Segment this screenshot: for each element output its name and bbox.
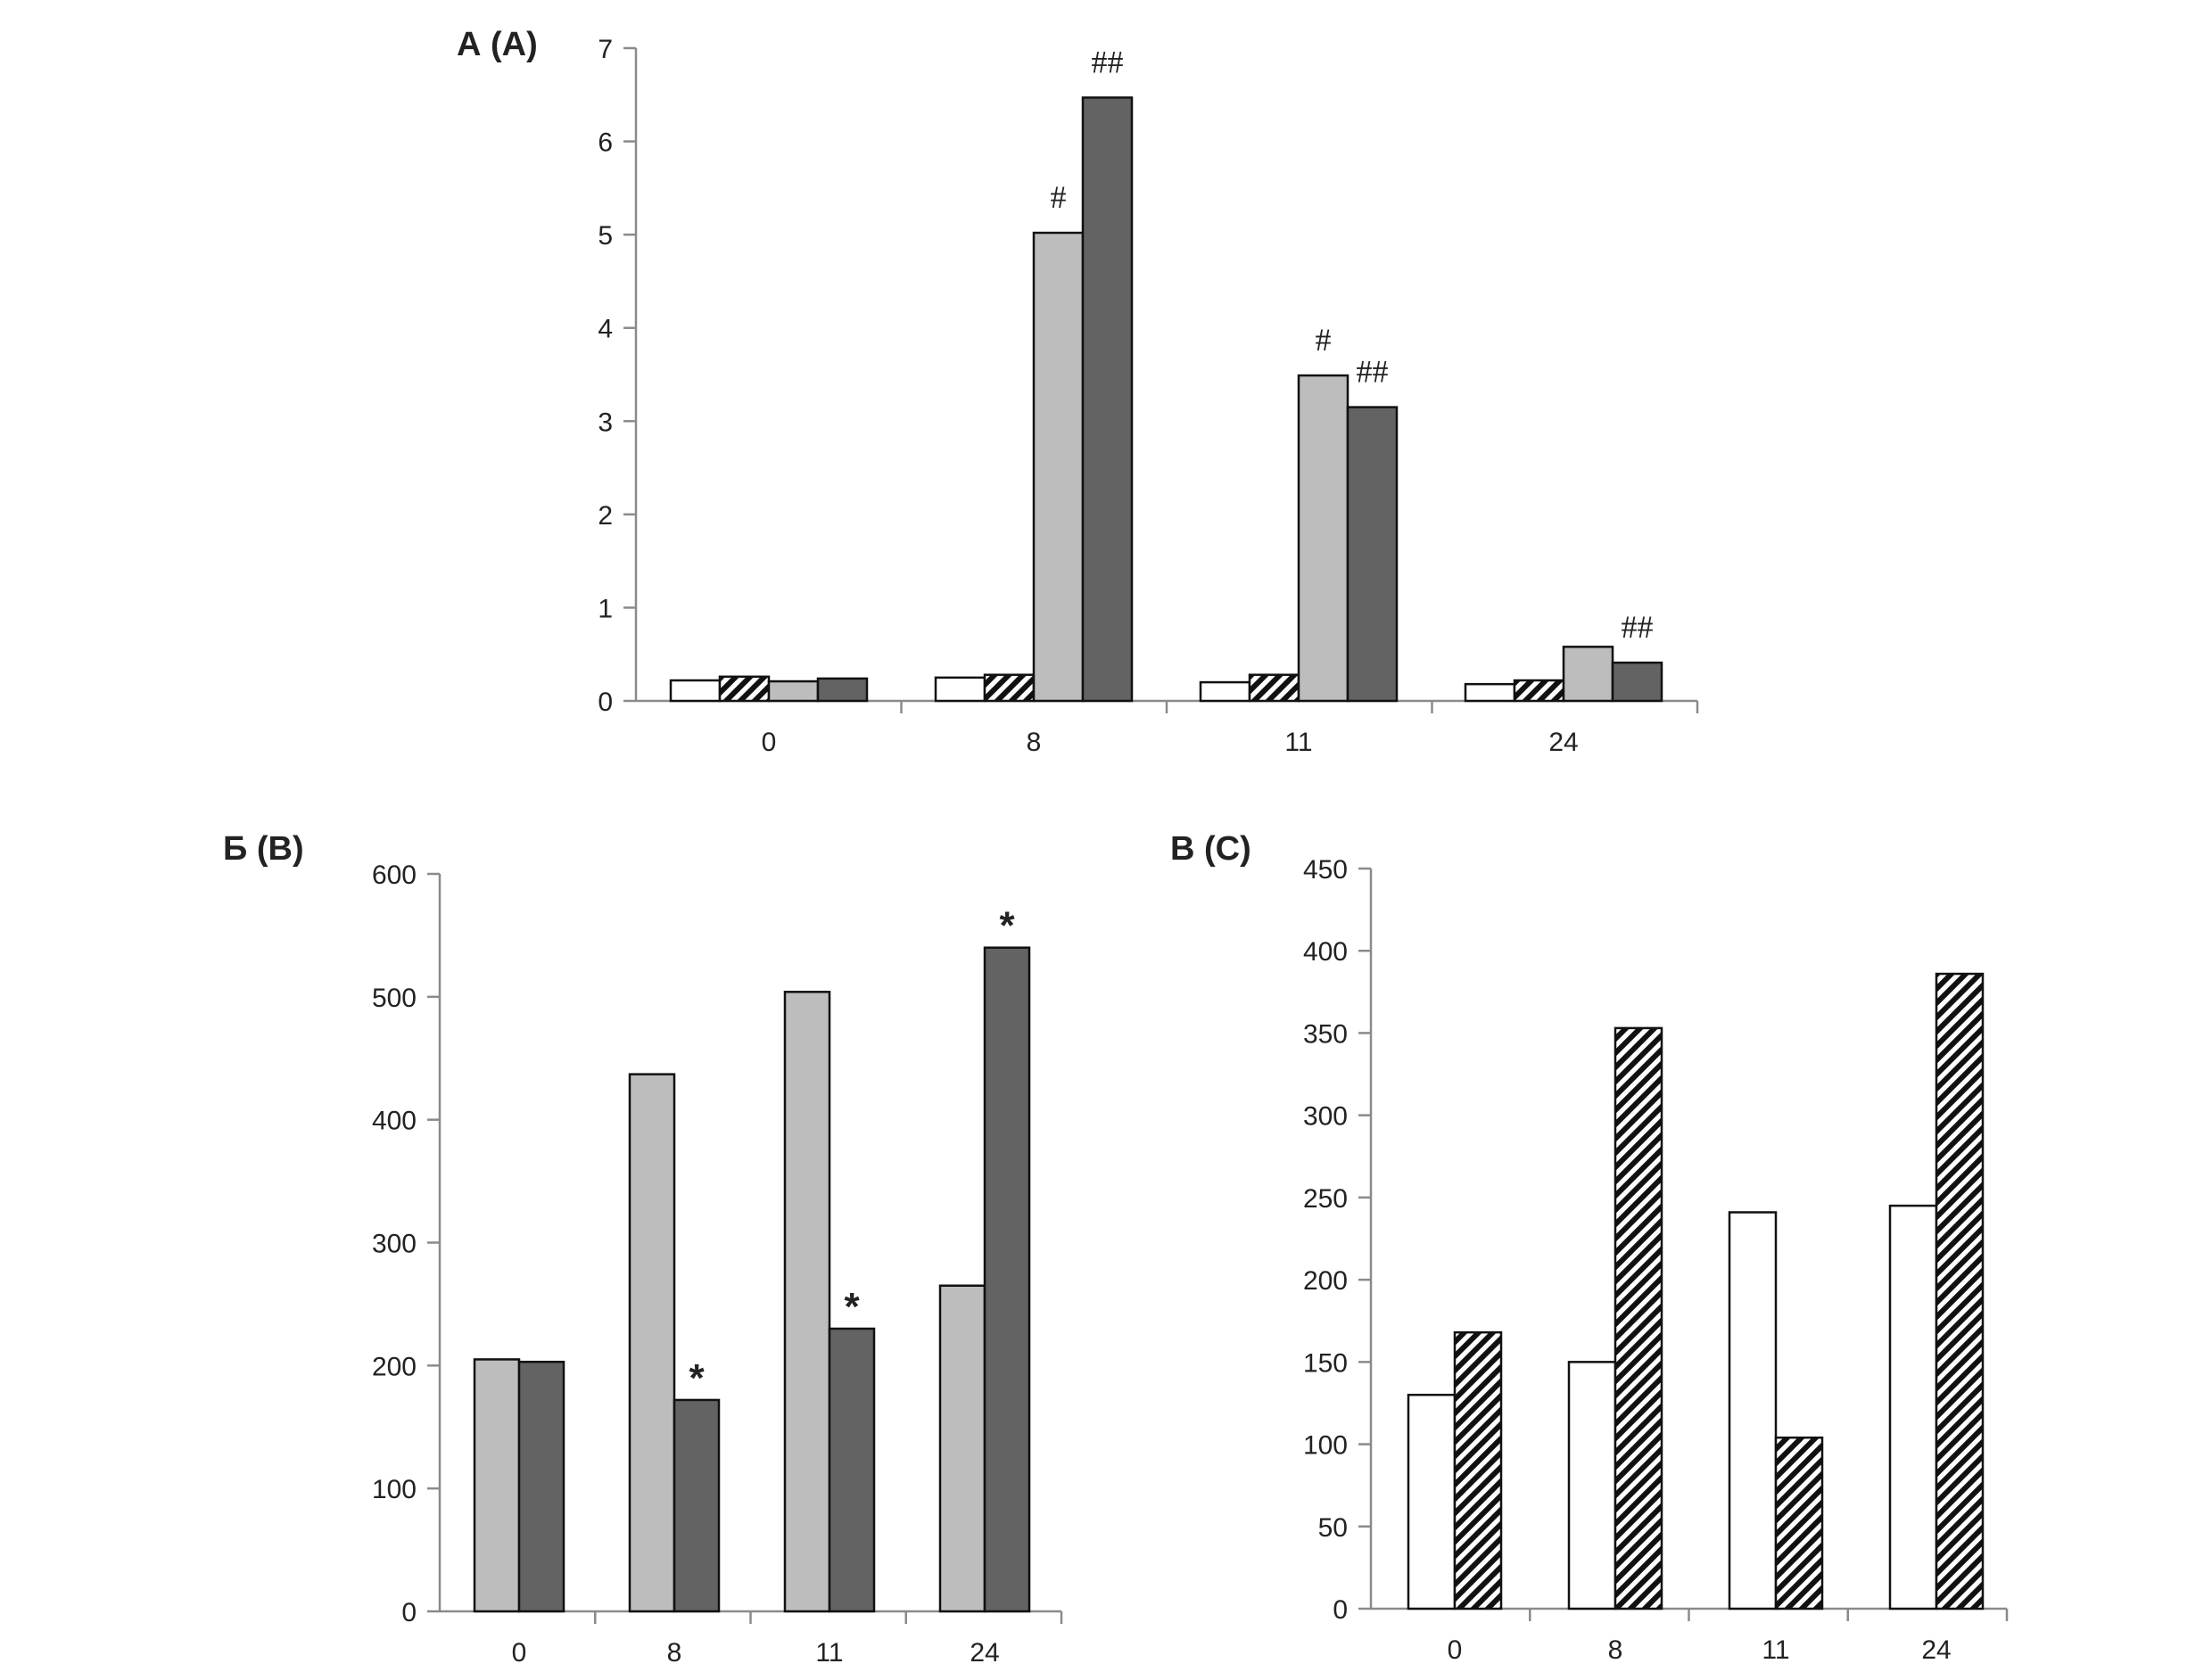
bar-hatched bbox=[1774, 1436, 1824, 1610]
bar-light-gray bbox=[783, 991, 831, 1613]
x-tick-label: 24 bbox=[1548, 728, 1578, 757]
bar-white bbox=[1199, 680, 1251, 703]
y-tick-label: 600 bbox=[372, 861, 417, 890]
bar-dark-gray bbox=[816, 677, 869, 703]
y-tick-label: 4 bbox=[598, 315, 613, 344]
significance-marker: * bbox=[689, 1356, 705, 1400]
y-tick-label: 0 bbox=[401, 1598, 417, 1627]
bar-white bbox=[1567, 1361, 1617, 1610]
x-tick-label: 11 bbox=[815, 1638, 843, 1668]
x-tick-label: 24 bbox=[970, 1638, 999, 1668]
bar-hatched bbox=[983, 673, 1036, 703]
bar-dark-gray bbox=[1346, 406, 1399, 703]
bar-light-gray bbox=[767, 680, 820, 703]
bar-hatched bbox=[1453, 1330, 1503, 1610]
x-tick-label: 8 bbox=[1027, 728, 1042, 757]
y-tick-label: 500 bbox=[372, 984, 417, 1013]
significance-marker: ## bbox=[1357, 354, 1389, 390]
significance-marker: # bbox=[1051, 179, 1067, 215]
y-tick-label: 100 bbox=[1303, 1431, 1348, 1461]
x-tick-label: 0 bbox=[762, 728, 777, 757]
x-tick-label: 11 bbox=[1762, 1635, 1789, 1665]
chart-title: А (A) bbox=[457, 26, 538, 63]
y-tick-label: 450 bbox=[1303, 855, 1348, 885]
y-tick-label: 250 bbox=[1303, 1184, 1348, 1214]
x-tick-label: 0 bbox=[1448, 1635, 1463, 1665]
significance-marker: ## bbox=[1092, 44, 1124, 79]
y-tick-label: 200 bbox=[372, 1352, 417, 1381]
bar-hatched bbox=[1935, 972, 1985, 1610]
significance-marker: ## bbox=[1622, 609, 1654, 645]
bar-light-gray bbox=[1297, 374, 1349, 703]
y-tick-label: 300 bbox=[372, 1230, 417, 1259]
x-tick-label: 0 bbox=[512, 1638, 527, 1668]
bar-white bbox=[1464, 682, 1516, 703]
y-tick-label: 400 bbox=[1303, 937, 1348, 967]
bar-light-gray bbox=[628, 1073, 676, 1613]
bar-dark-gray bbox=[673, 1398, 721, 1613]
bar-hatched bbox=[718, 675, 771, 703]
y-tick-label: 0 bbox=[598, 688, 613, 717]
bar-white bbox=[934, 676, 986, 703]
y-tick-label: 350 bbox=[1303, 1019, 1348, 1049]
chart-B: Б (B) 0 100 200 300 400 500 600 0 8 11 24 * * * bbox=[223, 830, 1063, 1668]
significance-marker: # bbox=[1316, 322, 1332, 358]
y-tick-label: 400 bbox=[372, 1107, 417, 1136]
bar-white bbox=[1728, 1211, 1778, 1610]
bar-light-gray bbox=[473, 1358, 521, 1613]
y-tick-label: 150 bbox=[1303, 1348, 1348, 1378]
x-tick-label: 8 bbox=[1608, 1635, 1623, 1665]
bar-dark-gray bbox=[1081, 96, 1134, 703]
bar-white bbox=[669, 679, 722, 703]
bar-light-gray bbox=[1032, 231, 1085, 703]
bar-dark-gray bbox=[828, 1327, 876, 1613]
chart-title: Б (B) bbox=[223, 830, 304, 868]
bar-dark-gray bbox=[517, 1360, 565, 1613]
bar-white bbox=[1407, 1393, 1457, 1610]
y-tick-label: 100 bbox=[372, 1475, 417, 1504]
bar-hatched bbox=[1513, 679, 1565, 703]
bar-white bbox=[1888, 1204, 1938, 1610]
bar-dark-gray bbox=[983, 946, 1031, 1613]
y-tick-label: 3 bbox=[598, 408, 613, 437]
bar-dark-gray bbox=[1611, 661, 1663, 703]
x-tick-label: 8 bbox=[667, 1638, 682, 1668]
y-tick-label: 6 bbox=[598, 128, 613, 158]
x-tick-label: 11 bbox=[1284, 728, 1312, 757]
chart-C: В (C) 0 50 100 150 200 250 300 350 400 450 0 8 11 24 bbox=[1170, 830, 2009, 1665]
bar-light-gray bbox=[938, 1284, 986, 1613]
y-tick-label: 2 bbox=[598, 501, 613, 531]
bar-hatched bbox=[1614, 1026, 1663, 1610]
chart-title: В (C) bbox=[1170, 830, 1251, 868]
y-tick-label: 7 bbox=[598, 35, 613, 64]
bar-light-gray bbox=[1562, 646, 1614, 703]
y-tick-label: 1 bbox=[598, 594, 613, 623]
significance-marker: * bbox=[999, 904, 1015, 948]
bar-hatched bbox=[1248, 673, 1300, 703]
y-tick-label: 200 bbox=[1303, 1266, 1348, 1296]
y-tick-label: 5 bbox=[598, 221, 613, 251]
y-tick-label: 300 bbox=[1303, 1102, 1348, 1132]
y-tick-label: 0 bbox=[1333, 1595, 1348, 1625]
y-tick-label: 50 bbox=[1318, 1513, 1348, 1543]
x-tick-label: 24 bbox=[1921, 1635, 1951, 1665]
significance-marker: * bbox=[844, 1285, 860, 1329]
